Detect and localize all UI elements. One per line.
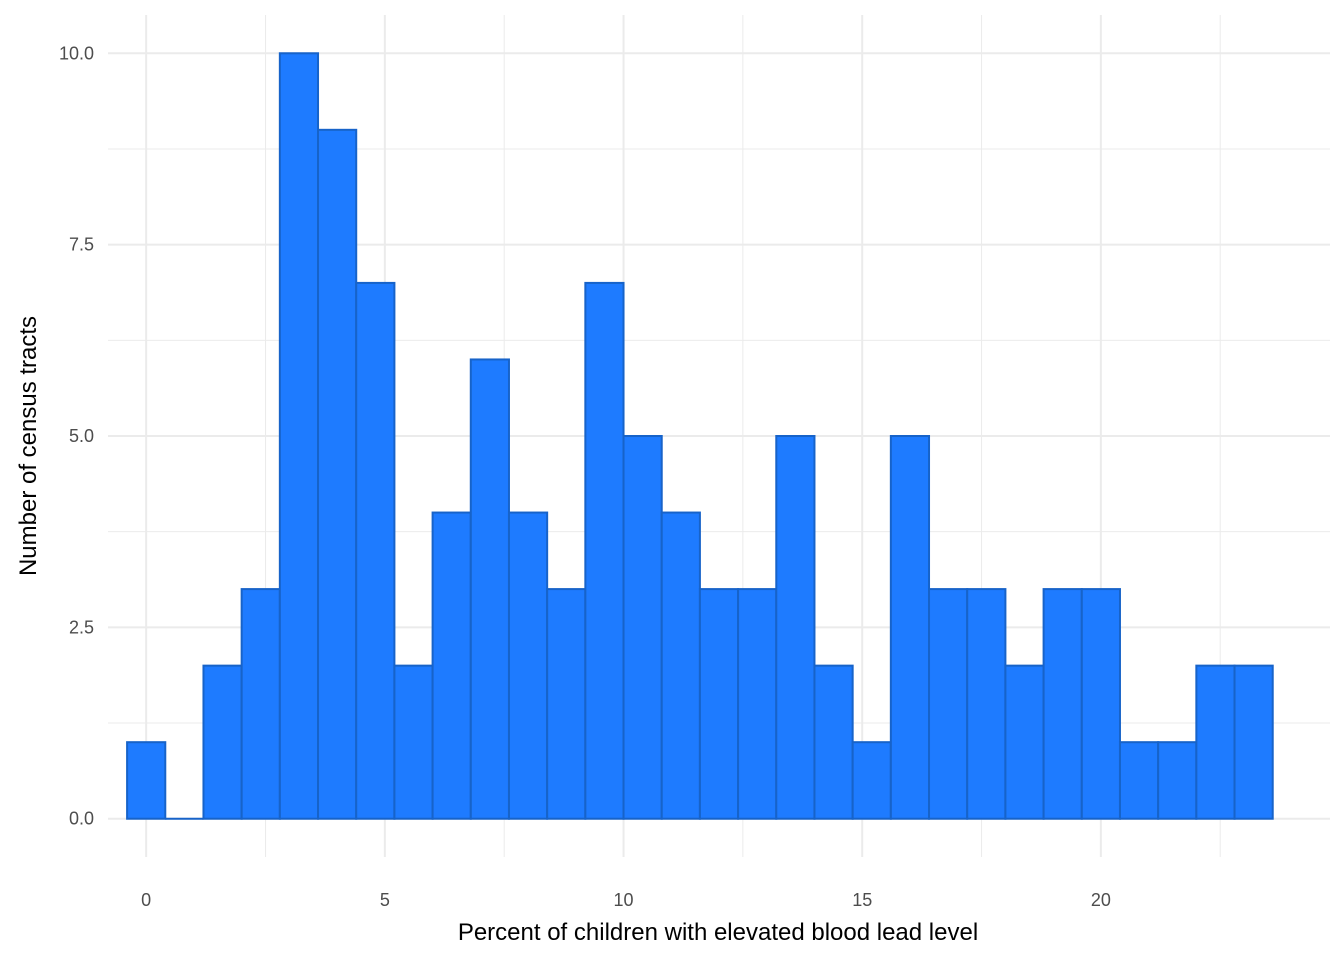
histogram-bar bbox=[1157, 741, 1198, 820]
histogram-bar bbox=[1118, 741, 1160, 820]
histogram-bar bbox=[966, 588, 1007, 820]
histogram-bar bbox=[1080, 588, 1121, 820]
histogram-bar bbox=[1042, 588, 1083, 820]
y-tick-label: 5.0 bbox=[69, 426, 94, 446]
histogram-bar bbox=[546, 588, 587, 820]
x-axis-title: Percent of children with elevated blood … bbox=[458, 919, 978, 946]
x-tick-label: 10 bbox=[614, 890, 634, 910]
y-tick-label: 7.5 bbox=[69, 235, 94, 255]
x-tick-label: 15 bbox=[852, 890, 872, 910]
histogram-bar bbox=[202, 664, 243, 820]
histogram-bar bbox=[889, 435, 931, 820]
x-tick-label: 0 bbox=[141, 890, 151, 910]
y-axis-tick-labels: 0.0 2.5 5.0 7.5 10.0 bbox=[59, 43, 94, 828]
histogram-bars bbox=[126, 52, 1274, 820]
x-tick-label: 20 bbox=[1091, 890, 1111, 910]
histogram-bar bbox=[278, 52, 320, 820]
histogram-bar bbox=[469, 358, 510, 820]
histogram-bar bbox=[507, 511, 549, 820]
histogram-bar bbox=[431, 511, 472, 820]
histogram-bar bbox=[1195, 664, 1236, 820]
histogram-bar bbox=[928, 588, 969, 820]
histogram-bar bbox=[851, 741, 892, 820]
histogram-bar bbox=[584, 281, 625, 820]
histogram-bar bbox=[355, 281, 396, 820]
x-tick-label: 5 bbox=[380, 890, 390, 910]
histogram-bar bbox=[393, 664, 434, 820]
histogram-bar bbox=[126, 741, 167, 820]
x-axis-tick-labels: 0 5 10 15 20 bbox=[141, 890, 1111, 910]
y-tick-label: 10.0 bbox=[59, 43, 94, 63]
histogram-bar bbox=[737, 588, 778, 820]
histogram-bar bbox=[1233, 664, 1274, 820]
histogram-bar bbox=[1004, 664, 1045, 820]
histogram-bar bbox=[813, 664, 854, 820]
y-axis-title: Number of census tracts bbox=[15, 316, 42, 576]
y-tick-label: 0.0 bbox=[69, 809, 94, 829]
histogram-bar bbox=[317, 128, 358, 820]
histogram-bar bbox=[240, 588, 281, 820]
histogram-bar bbox=[698, 588, 740, 820]
histogram-bar bbox=[775, 435, 816, 820]
histogram-bar bbox=[660, 511, 701, 820]
y-tick-label: 2.5 bbox=[69, 617, 94, 637]
histogram-bar bbox=[622, 435, 663, 820]
